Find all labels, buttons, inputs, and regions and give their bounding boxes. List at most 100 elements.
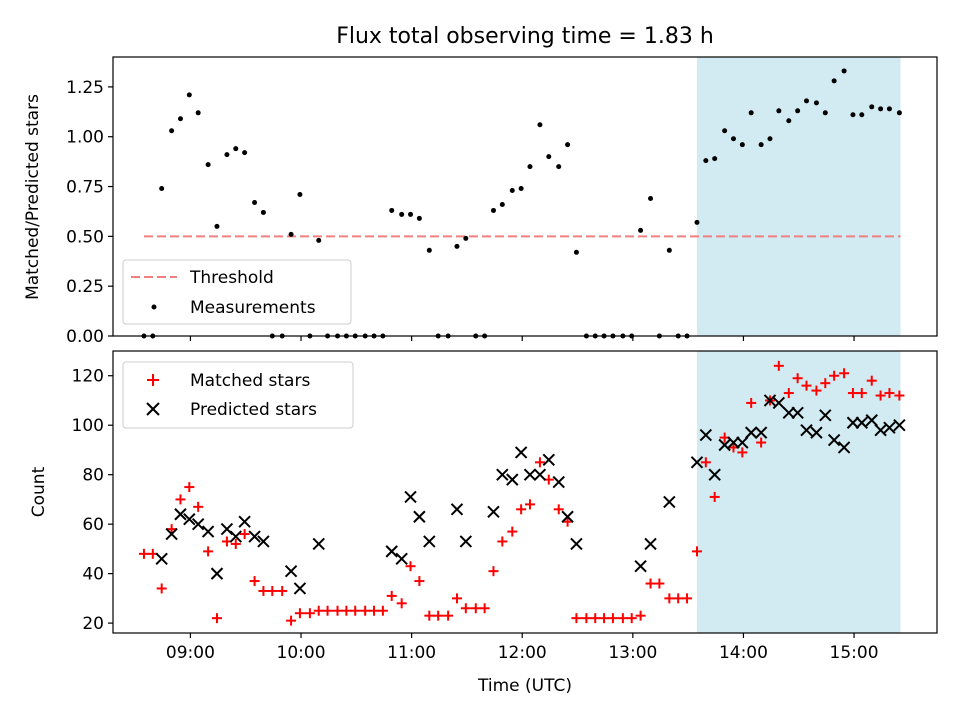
matched-stars-point [258, 585, 269, 596]
measurement-point [509, 188, 515, 194]
measurement-point [850, 112, 856, 118]
measurement-point [758, 142, 764, 148]
predicted-stars-point [855, 416, 868, 429]
predicted-stars-point [552, 475, 565, 489]
x-tick-label: 09:00 [166, 643, 215, 663]
predicted-stars-point [155, 552, 168, 565]
predicted-stars-point [248, 530, 261, 543]
x-axis-label: Time (UTC) [477, 676, 572, 696]
predicted-stars-point [782, 406, 795, 420]
predicted-stars-point [165, 527, 178, 541]
predicted-stars-point [487, 505, 500, 518]
measurement-point [297, 192, 303, 198]
ratio-y-tick-label: 0.00 [66, 327, 104, 347]
matched-stars-point [211, 613, 222, 624]
predicted-stars-point [663, 495, 676, 509]
predicted-stars-point [810, 426, 823, 439]
matched-stars-point [277, 585, 288, 596]
measurement-point [195, 110, 201, 116]
matched-stars-point [322, 605, 333, 616]
measurement-point [537, 122, 543, 128]
count-y-tick-label: 20 [82, 614, 104, 634]
observing-window-shade-bottom [696, 351, 901, 633]
predicted-stars-point [865, 414, 878, 427]
count-y-tick-label: 40 [82, 565, 104, 585]
measurement-point [454, 243, 460, 249]
matched-stars-point [239, 529, 250, 540]
predicted-stars-point [561, 510, 574, 523]
ratio-y-tick-label: 1.00 [66, 128, 104, 148]
measurement-point [242, 150, 248, 156]
matched-stars-point [875, 390, 886, 401]
matched-stars-point [360, 605, 371, 616]
measurement-point [463, 235, 469, 241]
measurement-point [252, 199, 258, 205]
measurement-point [316, 237, 322, 243]
threshold-legend-label: Threshold [189, 268, 274, 288]
ratio-y-tick-label: 0.50 [66, 227, 104, 247]
predicted-stars-point [837, 441, 851, 454]
measurement-point [426, 247, 432, 253]
measurement-point [527, 164, 533, 170]
predicted-stars-point [690, 456, 704, 469]
matched-stars-point [847, 388, 858, 399]
x-tick-label: 10:00 [277, 643, 326, 663]
predicted-stars-point [183, 513, 196, 526]
predicted-stars-point [718, 438, 731, 452]
matched-stars-point [470, 603, 481, 614]
predicted-stars-point [496, 468, 509, 481]
matched-stars-point [488, 566, 499, 577]
predicted-stars-point [644, 537, 657, 551]
matched-stars-point [700, 457, 711, 468]
predicted-stars-point [284, 564, 298, 578]
count-panel: 20 40 60 80 100 120 09:00 10:00 11:00 12:00 13:00 1… [29, 350, 938, 696]
matched-stars-point [460, 603, 471, 614]
matched-stars-point [156, 583, 167, 594]
measurements-legend-label: Measurements [190, 298, 316, 318]
matched-stars-point [479, 603, 490, 614]
matched-stars-point [203, 546, 214, 557]
matched-stars-point [341, 605, 352, 616]
measurement-point [573, 249, 579, 255]
x-tick-label: 15:00 [830, 643, 879, 663]
predicted-stars-point [201, 525, 215, 538]
predicted-stars-point [570, 537, 583, 551]
predicted-stars-point [846, 416, 860, 429]
count-legend: Matched stars Predicted stars [122, 361, 354, 429]
predicted-stars-point [404, 490, 417, 504]
predicted-stars-point [229, 530, 242, 543]
predicted-legend-label: Predicted stars [190, 400, 317, 420]
matched-stars-point [709, 491, 720, 502]
predicted-stars-point [506, 473, 519, 486]
measurement-point [767, 136, 773, 142]
x-tick-label: 14:00 [719, 643, 768, 663]
matched-stars-point [866, 375, 877, 386]
matched-stars-point [386, 590, 397, 601]
matched-stars-point [737, 447, 748, 458]
count-y-tick-label: 80 [82, 466, 104, 486]
measurement-point [224, 152, 230, 158]
matched-stars-point [829, 370, 840, 381]
matched-stars-point [856, 388, 867, 399]
matched-stars-point [249, 576, 260, 587]
predicted-stars-point [413, 510, 426, 523]
measurement-point [803, 98, 809, 104]
predicted-stars-point [772, 396, 786, 410]
predicted-stars-point [238, 515, 251, 528]
matched-stars-point [607, 613, 618, 624]
matched-stars-point [801, 380, 812, 391]
matched-stars-point [396, 598, 407, 609]
measurement-point [408, 211, 414, 217]
matched-stars-point [332, 605, 343, 616]
predicted-stars-point [708, 468, 721, 481]
matched-stars-point [497, 536, 508, 547]
predicted-stars-point [874, 423, 887, 437]
measurement-point [831, 78, 837, 84]
matched-stars-point [507, 526, 518, 537]
matched-stars-point [626, 613, 637, 624]
ratio-y-axis-label: Matched/Predicted stars [23, 94, 43, 300]
ratio-y-tick-label: 0.25 [66, 277, 104, 297]
ratio-panel: Flux total observing time = 1.83 h 0.00 0… [23, 24, 938, 347]
matched-legend-label: Matched stars [190, 371, 310, 391]
measurement-point [666, 247, 672, 253]
